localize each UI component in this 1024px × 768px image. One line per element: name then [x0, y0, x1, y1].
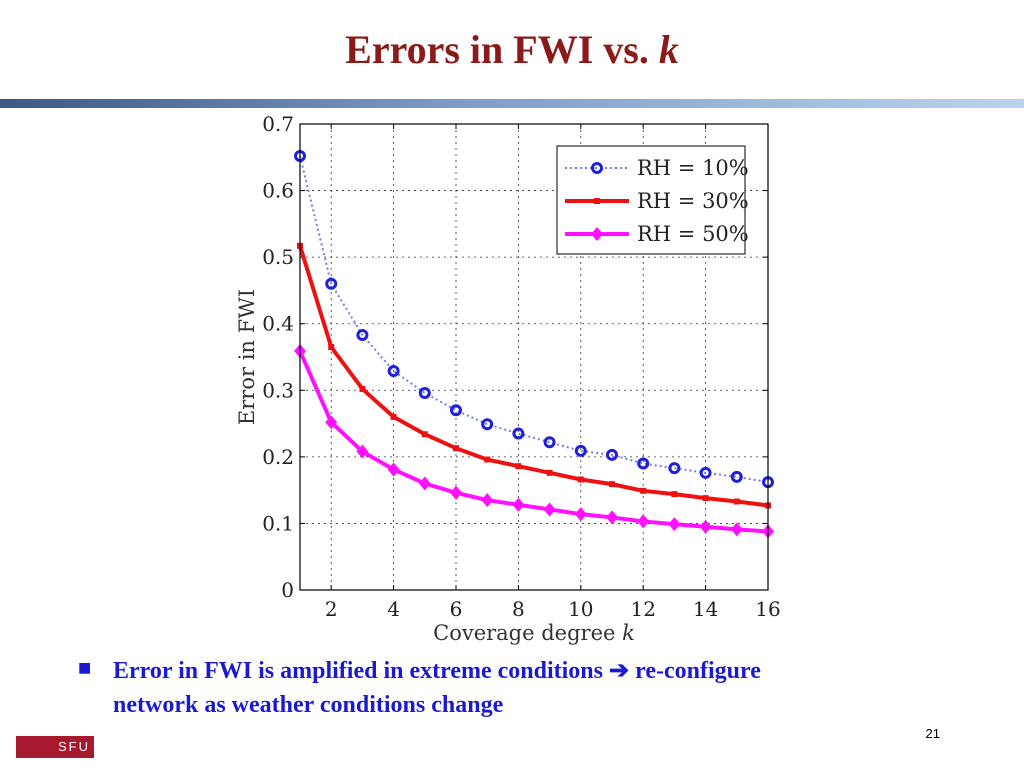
- data-point: [640, 487, 647, 494]
- data-point: [328, 344, 335, 351]
- data-point: [450, 404, 462, 417]
- data-point: [591, 227, 603, 241]
- data-point: [543, 436, 556, 449]
- data-point: [606, 448, 618, 461]
- data-point: [574, 444, 587, 457]
- data-point: [668, 462, 681, 475]
- data-point: [390, 413, 397, 420]
- y-tick-label: 0: [281, 578, 294, 602]
- data-point: [609, 481, 615, 488]
- legend-label: RH = 10%: [637, 156, 749, 180]
- data-point: [481, 493, 494, 508]
- bullet-line2: network as weather conditions change: [113, 692, 504, 718]
- y-tick-label: 0.6: [262, 179, 294, 203]
- y-tick-label: 0.5: [262, 245, 294, 269]
- x-tick-label: 16: [755, 597, 780, 621]
- data-point: [637, 514, 650, 529]
- legend-label: RH = 30%: [637, 189, 749, 213]
- slide-title: Errors in FWI vs. k: [0, 26, 1024, 73]
- data-point: [730, 522, 743, 537]
- bullet-text: Error in FWI is amplified in extreme con…: [113, 654, 933, 722]
- y-tick-label: 0.7: [262, 112, 294, 136]
- data-point: [356, 329, 369, 342]
- data-point: [453, 445, 459, 452]
- data-point: [481, 418, 494, 431]
- bullet-line1: Error in FWI is amplified in extreme con…: [113, 658, 603, 684]
- x-axis-label-var: k: [622, 621, 635, 645]
- data-point: [577, 476, 584, 483]
- data-point: [543, 502, 556, 517]
- series-line: [299, 155, 769, 484]
- data-point: [484, 456, 491, 463]
- title-divider: [0, 99, 1024, 108]
- data-point: [606, 510, 618, 525]
- data-point: [387, 462, 400, 477]
- data-point: [356, 444, 369, 459]
- legend-label: RH = 50%: [637, 222, 749, 246]
- data-point: [671, 491, 678, 498]
- data-point: [730, 470, 743, 483]
- x-axis-label: Coverage degree k: [433, 621, 635, 645]
- y-tick-label: 0.1: [262, 511, 294, 535]
- y-tick-label: 0.3: [262, 378, 294, 402]
- x-tick-label: 4: [387, 597, 400, 621]
- data-point: [450, 485, 462, 500]
- data-point: [387, 364, 400, 377]
- data-point: [512, 427, 525, 440]
- sfu-logo: SFU: [16, 736, 94, 758]
- page-number: 21: [925, 726, 940, 741]
- y-axis-label: Error in FWI: [235, 289, 259, 425]
- x-tick-label: 14: [693, 597, 718, 621]
- x-tick-label: 12: [630, 597, 655, 621]
- x-tick-label: 6: [450, 597, 463, 621]
- data-point: [325, 277, 338, 290]
- data-point: [512, 497, 525, 512]
- data-point: [668, 517, 681, 532]
- data-point: [546, 469, 553, 476]
- data-point: [702, 495, 709, 502]
- data-point: [418, 476, 431, 491]
- slide-title-k: k: [658, 27, 679, 72]
- data-point: [637, 457, 650, 470]
- plot-frame: [299, 123, 769, 591]
- data-point: [418, 386, 431, 399]
- data-point: [733, 498, 740, 505]
- data-point: [574, 507, 587, 522]
- slide-title-text: Errors in FWI vs.: [345, 27, 649, 72]
- data-point: [594, 198, 600, 204]
- fwi-error-chart: 2 4 6 8 10 12 14 16 0 0.1 0.2 0.3 0.4 0.5 0.6 0.7 Covera…: [235, 112, 781, 645]
- data-point: [359, 385, 366, 392]
- series-line: [298, 245, 769, 508]
- x-tick-label: 8: [512, 597, 525, 621]
- data-point: [325, 415, 338, 430]
- y-tick-label: 0.2: [262, 445, 294, 469]
- series-line: [298, 350, 769, 534]
- square-bullet-icon: ■: [78, 660, 92, 676]
- data-point: [699, 466, 712, 479]
- series-2: [297, 242, 771, 509]
- x-tick-label: 10: [568, 597, 593, 621]
- y-tick-label: 0.4: [262, 312, 294, 336]
- arrow-right-icon: ➔: [609, 658, 630, 684]
- bullet-line1-end: re-configure: [635, 658, 761, 684]
- data-point: [699, 519, 712, 534]
- data-point: [421, 431, 428, 438]
- x-tick-label: 2: [325, 597, 338, 621]
- data-point: [591, 162, 603, 174]
- data-point: [515, 463, 522, 470]
